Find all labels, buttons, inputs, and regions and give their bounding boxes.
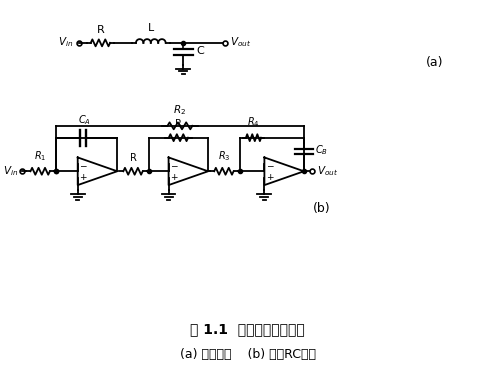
Text: (b): (b) <box>313 202 331 215</box>
Text: $+$: $+$ <box>79 173 88 183</box>
Text: $V_{out}$: $V_{out}$ <box>230 35 251 49</box>
Text: L: L <box>148 23 154 33</box>
Text: $V_{in}$: $V_{in}$ <box>3 164 18 178</box>
Text: $-$: $-$ <box>266 161 275 169</box>
Text: $R_2$: $R_2$ <box>173 103 186 117</box>
Text: (a) 无源电路    (b) 有源RC电路: (a) 无源电路 (b) 有源RC电路 <box>180 347 315 361</box>
Text: $C_A$: $C_A$ <box>78 113 91 127</box>
Text: R: R <box>96 25 104 35</box>
Text: $R_4$: $R_4$ <box>247 115 260 129</box>
Text: $-$: $-$ <box>170 161 179 169</box>
Text: $V_{out}$: $V_{out}$ <box>317 164 338 178</box>
Text: $R_3$: $R_3$ <box>217 149 230 163</box>
Text: R: R <box>129 153 136 163</box>
Text: R: R <box>175 119 182 129</box>
Text: $+$: $+$ <box>266 173 275 183</box>
Text: (a): (a) <box>426 56 443 69</box>
Text: $C_B$: $C_B$ <box>315 144 328 157</box>
Text: C: C <box>196 46 204 56</box>
Text: $+$: $+$ <box>170 173 179 183</box>
Text: 图 1.1  二阶滤波器的实现: 图 1.1 二阶滤波器的实现 <box>190 322 305 336</box>
Text: $R_1$: $R_1$ <box>34 149 46 163</box>
Text: $-$: $-$ <box>79 161 88 169</box>
Text: $V_{in}$: $V_{in}$ <box>58 35 73 49</box>
